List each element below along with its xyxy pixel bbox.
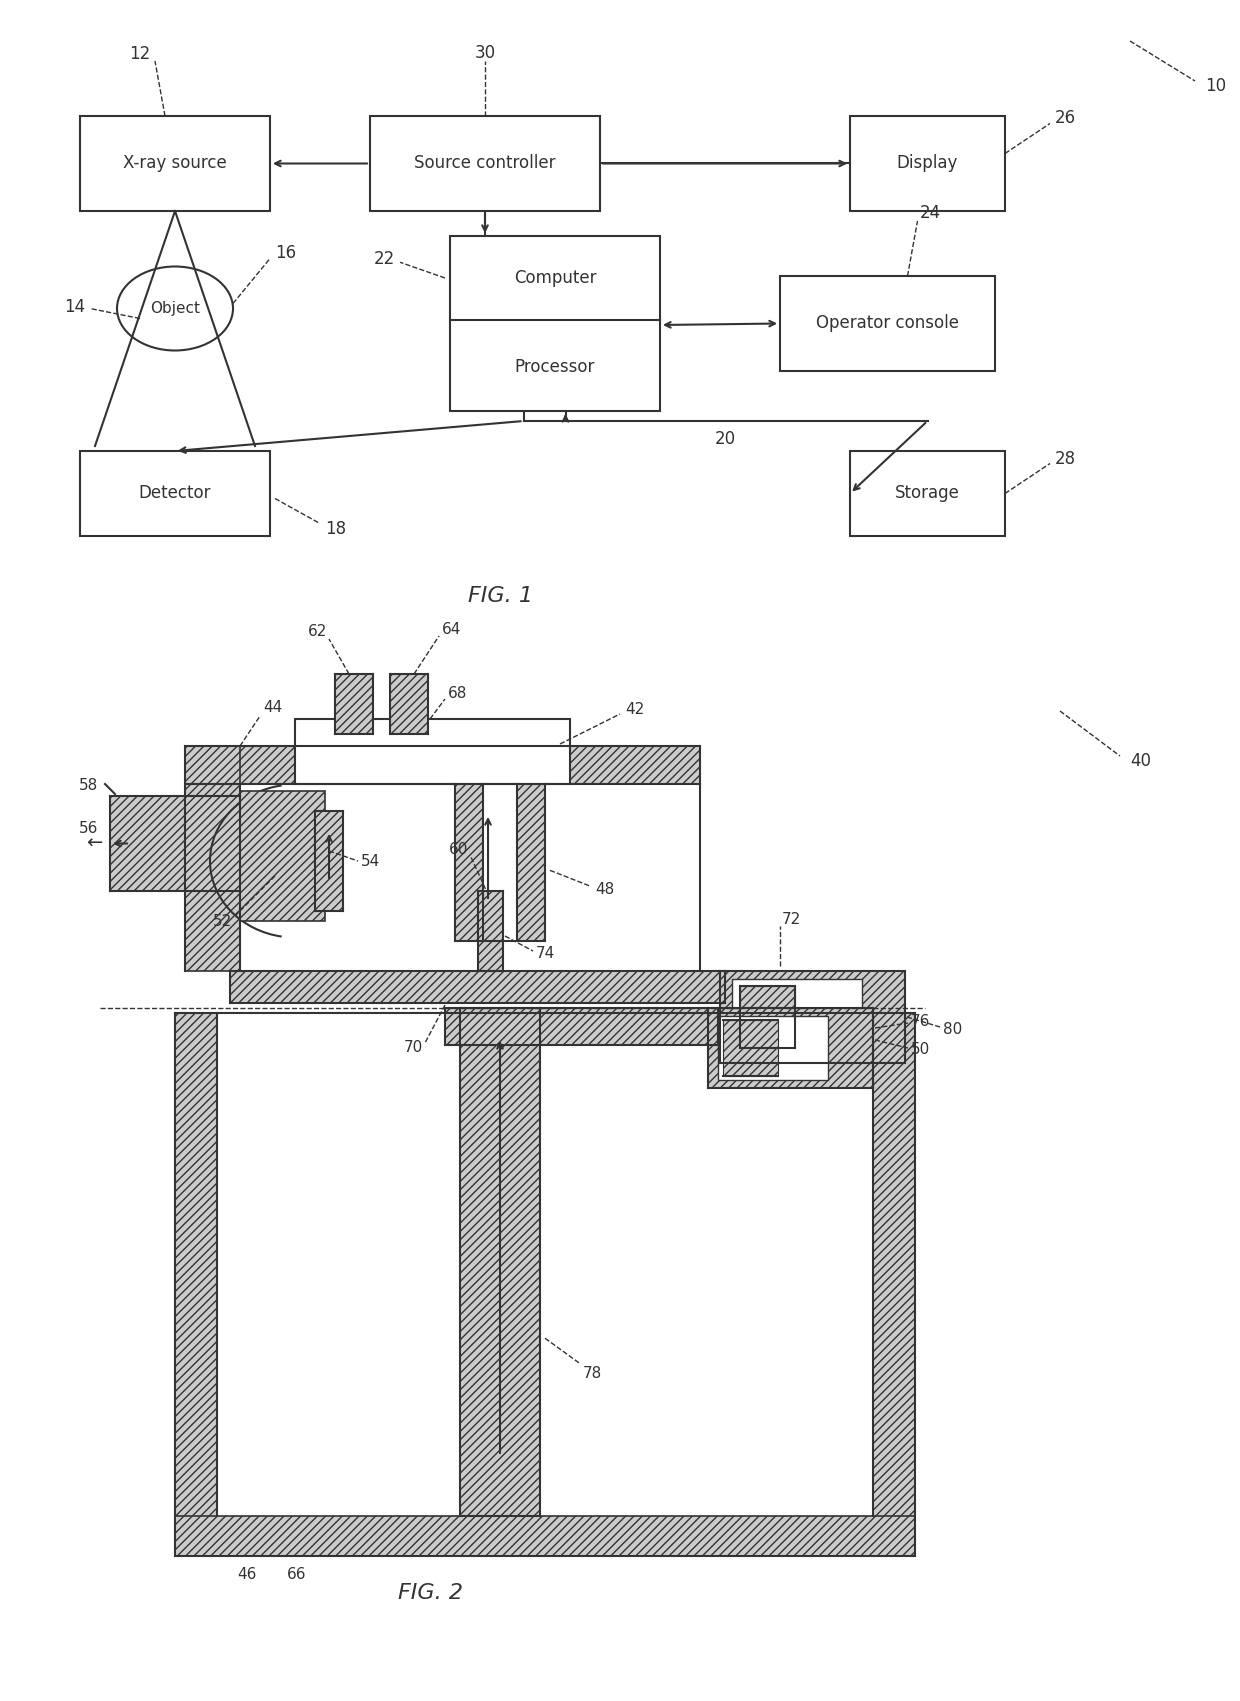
Text: Display: Display: [897, 155, 959, 172]
Text: 40: 40: [1130, 752, 1151, 771]
Bar: [81, 451, 270, 536]
Text: 10: 10: [1205, 77, 1226, 95]
Bar: [335, 674, 373, 735]
Text: Operator console: Operator console: [816, 315, 959, 332]
Text: 24: 24: [920, 204, 941, 223]
Text: 72: 72: [782, 912, 801, 927]
Text: Object: Object: [150, 301, 200, 316]
Text: 52: 52: [213, 913, 232, 929]
Bar: [241, 791, 325, 920]
Text: Detector: Detector: [139, 485, 211, 502]
Text: Storage: Storage: [895, 485, 960, 502]
Text: Source controller: Source controller: [414, 155, 556, 172]
Text: ←: ←: [86, 833, 102, 852]
Text: 64: 64: [441, 621, 461, 636]
Bar: [229, 971, 725, 1004]
Text: 80: 80: [942, 1022, 962, 1036]
Bar: [315, 811, 343, 912]
Text: 76: 76: [911, 1014, 930, 1029]
Text: 22: 22: [373, 250, 396, 267]
Text: 66: 66: [286, 1567, 306, 1582]
Text: 68: 68: [448, 687, 467, 701]
Text: X-ray source: X-ray source: [123, 155, 227, 172]
Bar: [175, 1516, 915, 1556]
Text: 78: 78: [583, 1366, 603, 1381]
Text: FIG. 2: FIG. 2: [398, 1584, 463, 1602]
Text: 20: 20: [715, 430, 737, 447]
Text: 70: 70: [404, 1041, 423, 1056]
Bar: [185, 747, 701, 784]
Text: 50: 50: [911, 1043, 930, 1056]
Text: 16: 16: [275, 245, 296, 262]
Bar: [445, 1009, 718, 1044]
Text: Processor: Processor: [515, 359, 595, 376]
Text: 58: 58: [79, 779, 98, 793]
Bar: [517, 784, 546, 941]
Bar: [873, 1014, 915, 1556]
Ellipse shape: [117, 267, 233, 350]
Bar: [455, 784, 484, 941]
Text: 60: 60: [449, 842, 469, 857]
Text: 30: 30: [475, 44, 496, 61]
Text: FIG. 1: FIG. 1: [467, 587, 532, 606]
Text: 62: 62: [308, 624, 327, 640]
Text: 28: 28: [1055, 449, 1076, 468]
Bar: [295, 720, 570, 784]
Bar: [110, 796, 185, 891]
Text: 46: 46: [237, 1567, 257, 1582]
Bar: [720, 971, 905, 1063]
Text: 26: 26: [1055, 109, 1076, 128]
Bar: [740, 987, 795, 1048]
Bar: [849, 116, 1004, 211]
Bar: [81, 116, 270, 211]
Text: 18: 18: [325, 519, 346, 538]
Text: 14: 14: [64, 298, 86, 315]
Text: 42: 42: [625, 701, 645, 716]
Bar: [849, 451, 1004, 536]
Bar: [708, 1009, 873, 1089]
Bar: [732, 980, 862, 1055]
Text: Computer: Computer: [513, 269, 596, 287]
Text: 74: 74: [536, 946, 556, 961]
Bar: [723, 1021, 777, 1077]
Text: 48: 48: [595, 881, 614, 896]
Bar: [477, 891, 503, 971]
Text: 54: 54: [361, 854, 381, 869]
Bar: [175, 1014, 217, 1556]
Bar: [460, 1009, 539, 1516]
Bar: [780, 276, 994, 371]
Bar: [370, 116, 600, 211]
Bar: [391, 674, 428, 735]
Text: 56: 56: [78, 822, 98, 835]
Text: 12: 12: [129, 44, 150, 63]
Text: 44: 44: [263, 701, 283, 716]
Bar: [185, 747, 241, 971]
Bar: [718, 1015, 828, 1080]
Bar: [450, 236, 660, 412]
